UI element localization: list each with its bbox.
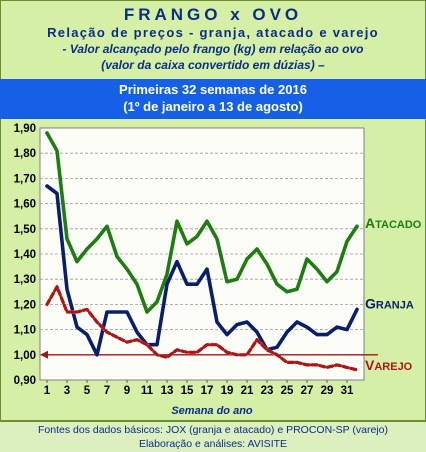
x-tick-label: 9 [124, 385, 130, 397]
x-tick-label: 17 [201, 385, 214, 397]
chart-subtitle: Relação de preços - granja, atacado e va… [47, 25, 379, 40]
series-line-granja [45, 184, 359, 357]
x-tick-label: 11 [141, 385, 154, 397]
period-line1: Primeiras 32 semanas de 2016 [119, 82, 307, 97]
series-label-atacado: ATACADO [365, 215, 422, 231]
period-line2: (1º de janeiro a 13 de agosto) [123, 99, 303, 114]
series-line-atacado [45, 131, 359, 314]
x-tick-label: 15 [181, 385, 194, 397]
y-tick-label: 0,90 [14, 375, 36, 387]
chart-note-line2: (valor da caixa convertido em dúzias) – [101, 58, 325, 72]
source-note: Fontes dos dados básicos: JOX (granja e … [38, 424, 388, 436]
chart-footer: Fontes dos dados básicos: JOX (granja e … [0, 420, 426, 452]
y-tick-label: 1,80 [14, 148, 36, 160]
x-tick-label: 29 [321, 385, 334, 397]
x-tick-label: 7 [104, 385, 110, 397]
y-tick-label: 1,20 [14, 299, 36, 311]
y-tick-label: 1,00 [14, 350, 36, 362]
y-tick-label: 1,70 [14, 173, 36, 185]
x-tick-label: 23 [261, 385, 274, 397]
y-tick-label: 1,40 [14, 249, 36, 261]
x-tick-label: 31 [341, 385, 354, 397]
x-tick-label: 5 [84, 385, 91, 397]
x-tick-label: 27 [301, 385, 314, 397]
credit-note: Elaboração e análises: AVISITE [138, 438, 288, 450]
y-tick-label: 1,50 [14, 224, 36, 236]
x-tick-label: 19 [221, 385, 234, 397]
line-chart: 0,90 1,00 1,10 1,20 1,30 1,40 1,50 1,60 1,70 1,80… [14, 123, 422, 417]
x-tick-label: 3 [64, 385, 70, 397]
series-label-granja: GRANJA [365, 295, 414, 311]
reference-arrow [40, 350, 48, 359]
x-axis-title: Semana do ano [171, 405, 253, 417]
period-banner: Primeiras 32 semanas de 2016 (1º de jane… [0, 79, 426, 119]
chart-note-line1: - Valor alcançado pelo frango (kg) em re… [62, 42, 364, 56]
y-tick-label: 1,60 [14, 199, 36, 211]
chart-title: FRANGO x OVO [123, 5, 303, 24]
x-tick-label: 25 [281, 385, 294, 397]
series-line-varejo [45, 285, 359, 372]
x-tick-label: 21 [241, 385, 254, 397]
y-tick-label: 1,10 [14, 325, 36, 337]
y-tick-label: 1,30 [14, 274, 36, 286]
y-tick-label: 1,90 [14, 123, 36, 135]
x-tick-label: 1 [44, 385, 51, 397]
series-label-varejo: VAREJO [365, 357, 413, 373]
x-tick-label: 13 [161, 385, 174, 397]
